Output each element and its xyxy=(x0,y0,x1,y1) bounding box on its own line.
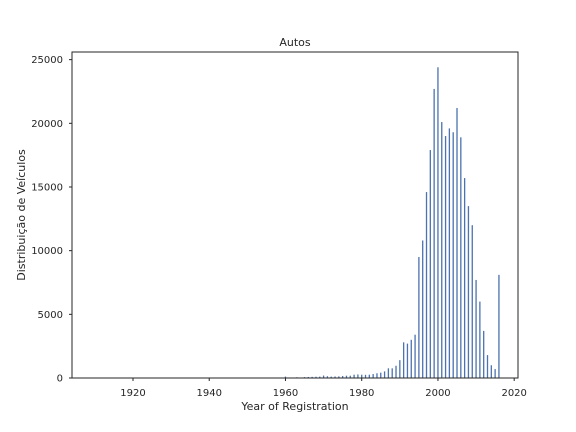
x-tick-label-2020: 2020 xyxy=(501,388,526,399)
bar-2001 xyxy=(441,122,443,378)
bar-2010 xyxy=(475,279,477,378)
y-tick-label-10000: 10000 xyxy=(31,246,63,257)
bar-1975 xyxy=(342,375,344,378)
bar-2015 xyxy=(494,369,496,378)
x-axis-ticks: 1920 1940 1960 1980 2000 2020 xyxy=(120,378,527,399)
bar-2007 xyxy=(463,178,466,378)
bar-1974 xyxy=(338,376,340,378)
bar-1998 xyxy=(429,150,431,378)
x-tick-label-1960: 1960 xyxy=(273,388,298,399)
bar-2000 xyxy=(437,67,439,378)
bar-1995 xyxy=(418,257,420,378)
x-tick-label-1940: 1940 xyxy=(197,388,222,399)
y-tick-label-5000: 5000 xyxy=(38,310,63,321)
y-tick-label-15000: 15000 xyxy=(31,182,63,193)
bar-1986 xyxy=(383,371,386,378)
bar-2012 xyxy=(483,330,485,378)
x-tick-label-1980: 1980 xyxy=(349,388,374,399)
bar-2013 xyxy=(486,355,489,378)
bar-1989 xyxy=(395,365,397,378)
bar-1987 xyxy=(387,368,390,378)
plot-frame xyxy=(71,51,519,379)
y-tick-label-20000: 20000 xyxy=(31,119,63,130)
bar-2009 xyxy=(471,225,473,378)
bar-2008 xyxy=(467,206,470,378)
x-axis-label: Year of Registration xyxy=(240,400,348,413)
bar-1972 xyxy=(330,376,332,378)
bar-1971 xyxy=(326,376,329,378)
bar-1991 xyxy=(402,342,405,378)
bar-1992 xyxy=(406,343,409,378)
bar-1978 xyxy=(353,374,355,378)
y-axis-ticks: 0 5000 10000 15000 20000 25000 xyxy=(31,55,72,385)
x-tick-label-1920: 1920 xyxy=(120,388,145,399)
bar-1977 xyxy=(349,375,351,378)
bar-1968 xyxy=(315,376,317,378)
bar-1984 xyxy=(376,373,378,378)
bar-1988 xyxy=(391,368,393,378)
bar-1985 xyxy=(380,372,382,378)
y-tick-label-25000: 25000 xyxy=(31,55,63,66)
bar-1983 xyxy=(372,374,374,378)
bar-1967 xyxy=(311,376,313,378)
x-tick-label-2000: 2000 xyxy=(425,388,450,399)
bar-2006 xyxy=(460,137,462,378)
bar-1990 xyxy=(399,360,401,378)
bar-1993 xyxy=(410,339,412,378)
y-tick-label-0: 0 xyxy=(57,374,63,385)
bar-1981 xyxy=(364,374,367,378)
bar-1994 xyxy=(414,334,416,378)
bars-group xyxy=(94,67,500,379)
bar-1973 xyxy=(334,376,336,378)
bar-1997 xyxy=(425,192,428,378)
bar-1966 xyxy=(307,376,309,378)
bar-2002 xyxy=(444,136,447,378)
bar-1980 xyxy=(361,374,363,378)
bar-2011 xyxy=(479,301,481,378)
bar-1960 xyxy=(284,376,287,378)
bar-1979 xyxy=(357,374,359,378)
bar-1996 xyxy=(422,240,424,378)
bar-2005 xyxy=(456,108,458,378)
bar-2014 xyxy=(490,365,492,378)
bar-1982 xyxy=(368,374,370,378)
bar-1999 xyxy=(433,88,435,379)
chart-title: Autos xyxy=(279,36,311,49)
bar-1969 xyxy=(319,376,321,378)
bar-1970 xyxy=(322,375,325,378)
bar-2004 xyxy=(452,132,454,378)
bar-2016 xyxy=(498,274,500,378)
y-axis-label: Distribuição de Veículos xyxy=(15,149,28,281)
bar-2003 xyxy=(448,128,451,378)
bar-1976 xyxy=(345,375,348,378)
